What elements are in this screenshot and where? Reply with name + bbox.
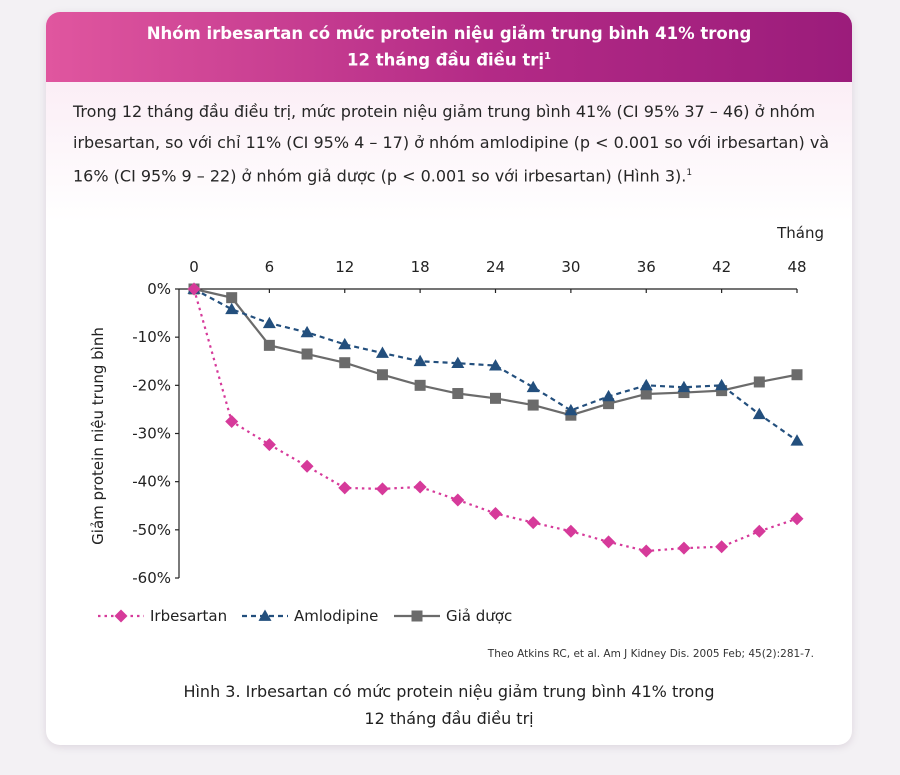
legend-marker-diamond — [114, 609, 128, 623]
legend-marker-square — [411, 610, 423, 622]
amlodipine-point — [564, 403, 578, 416]
placebo-point — [678, 387, 690, 399]
x-axis-label: Tháng — [776, 224, 824, 242]
amlodipine-point — [677, 380, 691, 393]
x-tick-label: 0 — [189, 258, 199, 276]
amlodipine-point — [225, 302, 239, 315]
placebo-point — [301, 348, 313, 360]
irbesartan-point — [413, 480, 427, 494]
figure-caption: Hình 3. Irbesartan có mức protein niệu g… — [46, 678, 852, 732]
intro-background — [46, 82, 852, 222]
caption-line2: 12 tháng đầu điều trị — [364, 709, 534, 728]
irbesartan-point — [225, 414, 239, 428]
placebo-point — [263, 339, 275, 351]
x-tick-label: 24 — [486, 258, 505, 276]
irbesartan-point — [338, 481, 352, 495]
placebo-point — [339, 357, 351, 369]
x-tick-label: 48 — [787, 258, 806, 276]
placebo-point — [490, 392, 501, 404]
irbesartan-point — [715, 540, 729, 554]
x-tick-label: 42 — [712, 258, 731, 276]
irbesartan-point — [526, 516, 540, 530]
irbesartan-point — [639, 544, 653, 558]
placebo-point — [376, 369, 388, 381]
placebo-point — [226, 292, 238, 304]
legend-label-square: Giả dược — [446, 607, 512, 625]
irbesartan-point — [564, 524, 578, 538]
amlodipine-point — [602, 389, 616, 402]
placebo-point — [414, 379, 426, 391]
x-tick-label: 30 — [561, 258, 580, 276]
amlodipine-point — [413, 354, 427, 367]
irbesartan-point — [790, 512, 804, 526]
placebo-point — [603, 398, 615, 410]
amlodipine-point — [639, 378, 653, 391]
legend-label-diamond: Irbesartan — [150, 607, 227, 625]
legend-label-triangle: Amlodipine — [294, 607, 378, 625]
amlodipine-point — [451, 356, 465, 369]
amlodipine-point — [526, 380, 540, 393]
y-tick-label: -40% — [132, 473, 171, 491]
header-title-text: 12 tháng đầu điều trị — [346, 50, 545, 70]
y-tick-label: -10% — [132, 328, 171, 346]
amlodipine-point — [752, 407, 766, 420]
figure-card: Nhóm irbesartan có mức protein niệu giảm… — [46, 12, 852, 745]
intro-reference-sup: 1 — [686, 168, 693, 178]
protein-reduction-chart: 0% -10% -20% -30% -40% -50% -60% 0 6 12 18 24 30 36 42… — [89, 224, 824, 625]
amlodipine-point — [338, 337, 352, 350]
amlodipine-point — [300, 325, 314, 338]
legend-marker-triangle — [258, 609, 272, 621]
irbesartan-point — [489, 506, 502, 520]
card-header: Nhóm irbesartan có mức protein niệu giảm… — [46, 12, 852, 82]
x-tick-label: 6 — [265, 258, 275, 276]
placebo-point — [527, 399, 539, 411]
y-tick-label: -50% — [132, 521, 171, 539]
irbesartan-point — [300, 459, 314, 473]
intro-text: Trong 12 tháng đầu điều trị, mức protein… — [73, 102, 830, 186]
amlodipine-point — [262, 316, 276, 329]
x-tick-label: 36 — [637, 258, 656, 276]
irbesartan-point — [602, 535, 616, 549]
amlodipine-point — [790, 434, 804, 446]
x-tick-label: 18 — [411, 258, 430, 276]
irbesartan-point — [262, 438, 276, 452]
amlodipine-point — [715, 378, 729, 391]
header-title-line1: Nhóm irbesartan có mức protein niệu giảm… — [146, 24, 752, 44]
y-tick-label: 0% — [147, 280, 171, 298]
x-tick-label: 12 — [335, 258, 354, 276]
placebo-point — [791, 369, 803, 381]
y-tick-label: -30% — [132, 425, 171, 443]
placebo-point — [452, 388, 464, 400]
irbesartan-point — [187, 282, 201, 296]
series-line-triangle — [193, 288, 798, 442]
irbesartan-point — [752, 524, 766, 538]
amlodipine-point — [375, 346, 389, 358]
irbesartan-point — [451, 493, 465, 507]
y-tick-label: -20% — [132, 376, 171, 394]
y-axis-label: Giảm protein niệu trung bình — [89, 327, 107, 545]
amlodipine-point — [489, 359, 502, 371]
placebo-point — [640, 388, 652, 400]
citation: Theo Atkins RC, et al. Am J Kidney Dis. … — [487, 648, 814, 660]
irbesartan-point — [677, 541, 691, 555]
header-title-line2: 12 tháng đầu điều trị1 — [46, 45, 852, 72]
caption-line1: Hình 3. Irbesartan có mức protein niệu g… — [183, 682, 715, 701]
irbesartan-point — [375, 482, 389, 496]
placebo-point — [753, 376, 765, 388]
y-tick-label: -60% — [132, 569, 171, 587]
intro-paragraph: Trong 12 tháng đầu điều trị, mức protein… — [73, 96, 833, 191]
placebo-point — [716, 385, 728, 397]
header-reference-sup: 1 — [544, 51, 551, 63]
